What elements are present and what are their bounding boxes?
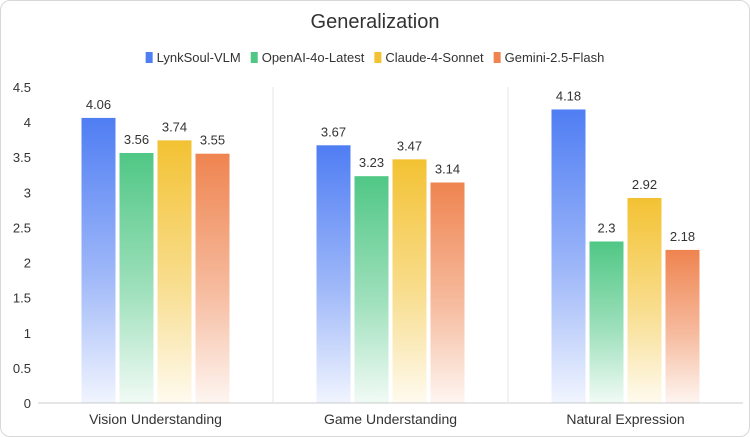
- plot-area: 4.06 3.56 3.74 3.55 Vision Understanding 3.67…: [38, 87, 743, 427]
- legend-label: OpenAI-4o-Latest: [262, 50, 365, 65]
- y-tick-label: 1: [24, 326, 31, 341]
- legend-swatch: [145, 52, 153, 63]
- x-tick-label: Game Understanding: [324, 411, 457, 427]
- data-label: 3.47: [397, 138, 422, 153]
- data-label: 3.23: [359, 155, 384, 170]
- legend-item-lynksoul-vlm[interactable]: LynkSoul-VLM: [145, 50, 241, 65]
- x-tick-label: Natural Expression: [566, 411, 684, 427]
- legend-swatch: [374, 52, 382, 63]
- bar-gemini-2-5-flash-game-understanding: [430, 182, 465, 403]
- y-tick-label: 3.5: [13, 150, 31, 165]
- data-label: 2.92: [632, 177, 657, 192]
- y-tick-label: 3: [24, 185, 31, 200]
- y-axis: 0 0.5 1 1.5 2 2.5 3 3.5 4 4.5: [13, 80, 31, 411]
- bar-lynksoul-vlm-game-understanding: [316, 145, 351, 404]
- legend-label: LynkSoul-VLM: [157, 50, 241, 65]
- legend-label: Claude-4-Sonnet: [385, 50, 484, 65]
- bar-claude-4-sonnet-vision-understanding: [157, 140, 192, 403]
- bar-openai-4o-latest-natural-expression: [589, 241, 624, 403]
- data-label: 3.55: [200, 133, 225, 148]
- data-label: 3.56: [124, 132, 149, 147]
- y-tick-label: 0.5: [13, 361, 31, 376]
- y-tick-label: 2.5: [13, 220, 31, 235]
- bar-claude-4-sonnet-natural-expression: [627, 197, 662, 403]
- legend-swatch: [493, 52, 501, 63]
- data-label: 2.3: [597, 220, 615, 235]
- legend-label: Gemini-2.5-Flash: [505, 50, 605, 65]
- legend-item-claude-4-sonnet[interactable]: Claude-4-Sonnet: [374, 50, 484, 65]
- bar-lynksoul-vlm-vision-understanding: [81, 117, 116, 404]
- bar-openai-4o-latest-vision-understanding: [119, 153, 154, 403]
- data-label: 3.74: [162, 119, 187, 134]
- x-tick-label: Vision Understanding: [89, 411, 222, 427]
- legend-swatch: [250, 52, 258, 63]
- y-tick-label: 2: [24, 256, 31, 271]
- bar-gemini-2-5-flash-natural-expression: [665, 249, 700, 403]
- y-tick-label: 4.5: [13, 80, 31, 95]
- data-label: 4.06: [86, 97, 111, 112]
- legend-item-gemini-2-5-flash[interactable]: Gemini-2.5-Flash: [493, 50, 605, 65]
- data-label: 2.18: [670, 229, 695, 244]
- y-tick-label: 1.5: [13, 291, 31, 306]
- legend-item-openai-4o-latest[interactable]: OpenAI-4o-Latest: [250, 50, 365, 65]
- bar-gemini-2-5-flash-vision-understanding: [195, 153, 230, 403]
- bar-claude-4-sonnet-game-understanding: [392, 159, 427, 403]
- y-tick-label: 0: [24, 396, 31, 411]
- data-label: 3.14: [435, 162, 460, 177]
- bar-openai-4o-latest-game-understanding: [354, 176, 389, 403]
- y-tick-label: 4: [24, 115, 31, 130]
- chart-title: Generalization: [311, 11, 440, 33]
- data-label: 3.67: [321, 124, 346, 139]
- legend: LynkSoul-VLM OpenAI-4o-Latest Claude-4-Son…: [145, 50, 605, 65]
- data-label: 4.18: [556, 88, 581, 103]
- bar-lynksoul-vlm-natural-expression: [551, 109, 586, 404]
